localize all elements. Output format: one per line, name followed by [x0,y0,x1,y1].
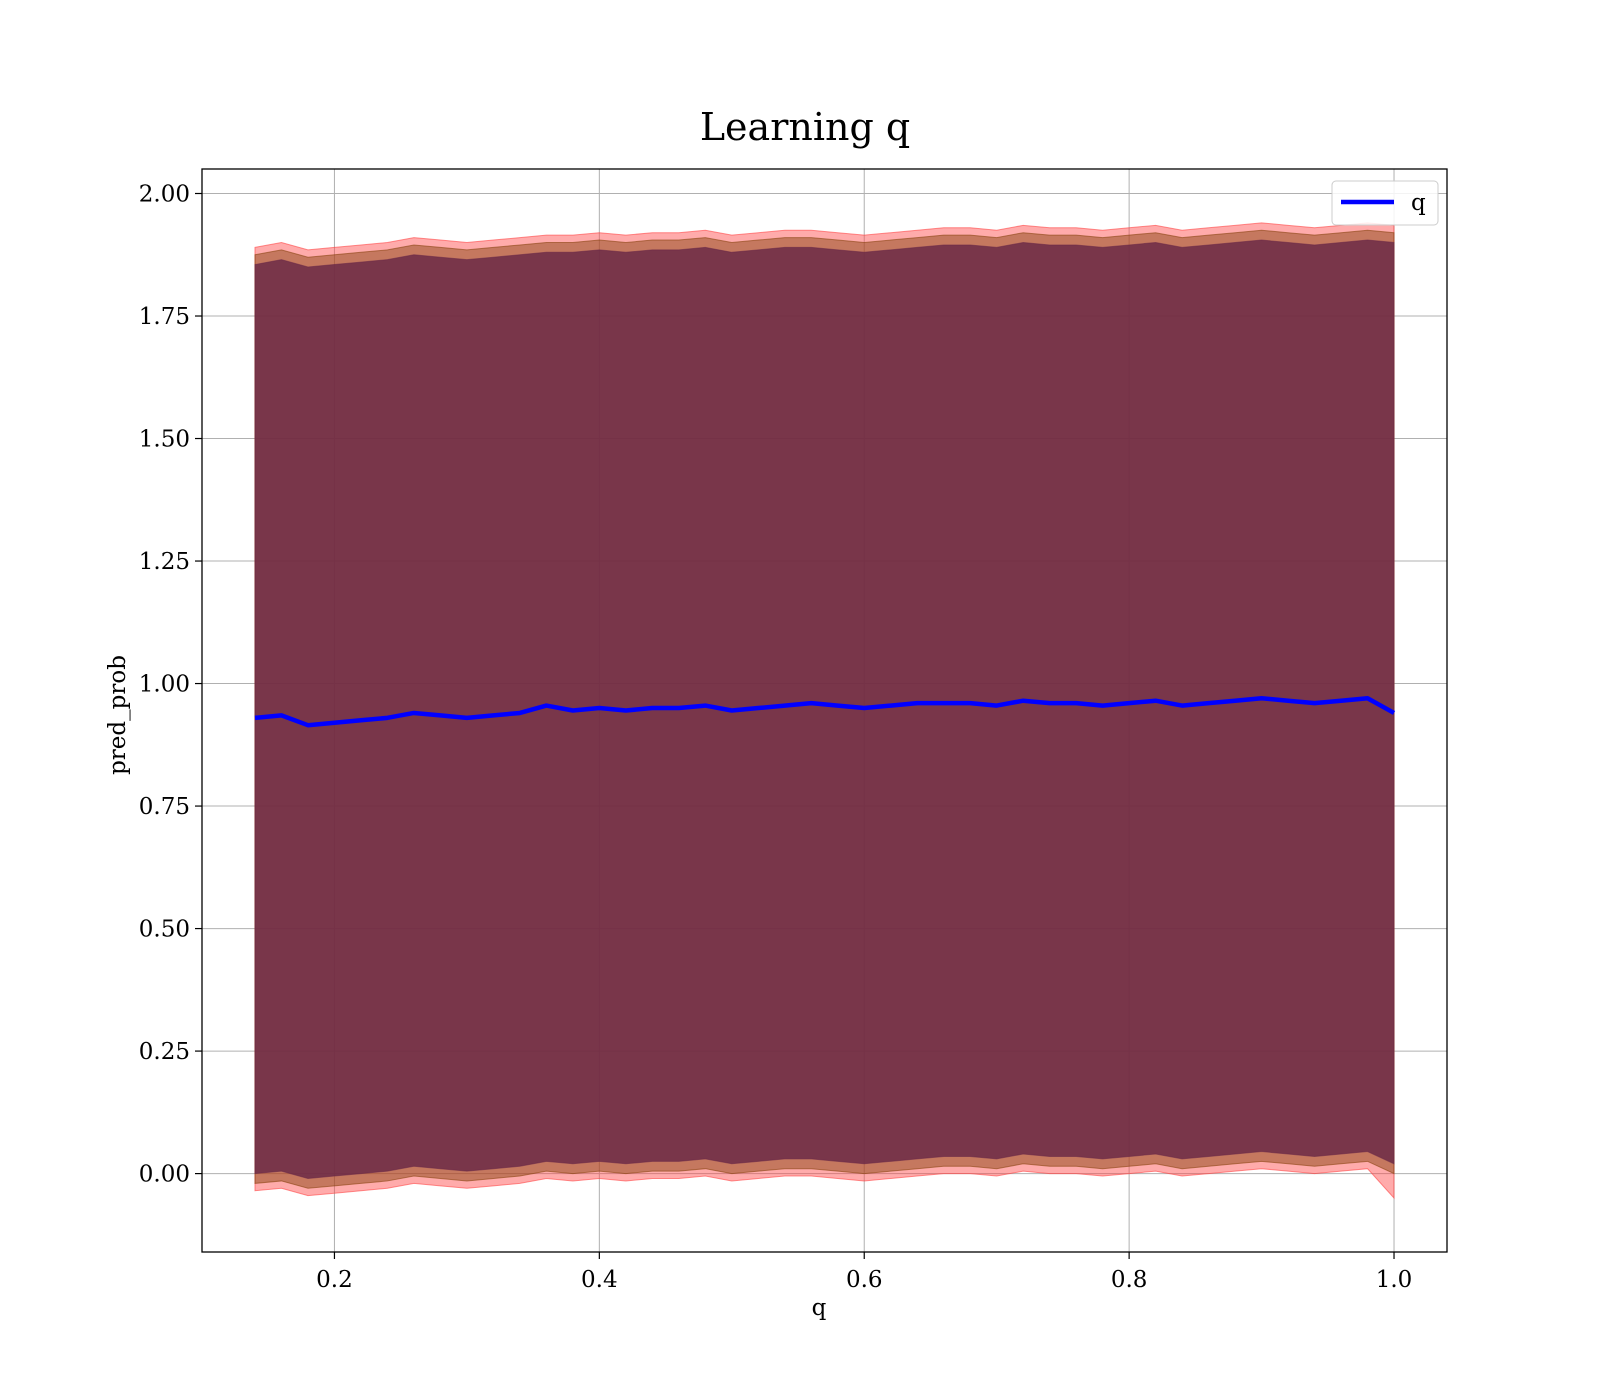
y-tick-label: 1.25 [139,549,190,575]
legend-label-q: q [1411,190,1426,216]
chart-title: Learning q [700,105,910,149]
x-tick-label: 0.6 [846,1267,883,1293]
x-tick-label: 0.2 [316,1267,353,1293]
plot-area: 0.2 0.4 0.6 0.8 1.0 0.00 0.25 0.50 0.75 1.00 1.25 1… [139,168,1448,1293]
y-tick-label: 1.50 [139,427,190,453]
x-tick-label: 1.0 [1376,1267,1413,1293]
legend: q [1331,180,1439,226]
y-tick-label: 1.00 [139,672,190,698]
y-tick-label: 0.75 [139,794,190,820]
y-tick-label: 0.00 [139,1162,190,1188]
plot-frame [201,168,1448,1253]
confidence-band-2 [254,239,1395,1179]
y-tick-label: 2.00 [139,182,190,208]
x-axis-label: q [812,1295,827,1321]
x-tick-label: 0.8 [1111,1267,1148,1293]
plot-content [254,222,1396,1200]
y-tick-label: 0.50 [139,917,190,943]
x-tick-label: 0.4 [581,1267,618,1293]
y-tick-label: 0.25 [139,1039,190,1065]
series-line-q [254,696,1396,728]
y-tick-label: 1.75 [139,304,190,330]
y-axis-label: pred_prob [105,655,131,775]
